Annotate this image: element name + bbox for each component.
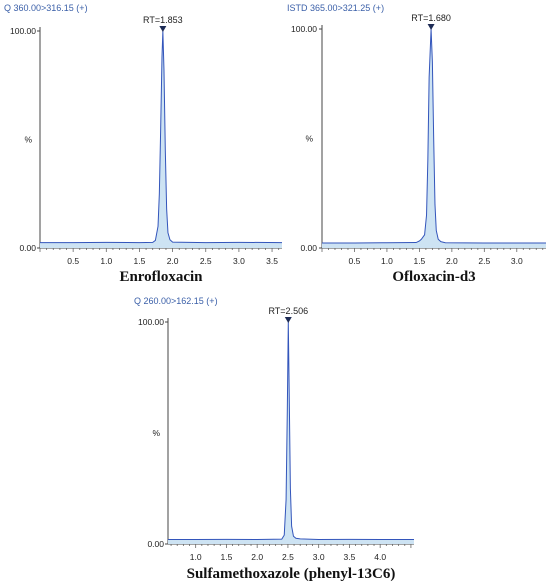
peak-apex-marker xyxy=(159,26,167,32)
peak-fill-area xyxy=(322,29,546,248)
chromatogram-panel-3: Q 260.00>162.15 (+) 100.00 0.00% 1.0 1.5 2.0 2… xyxy=(134,296,414,582)
x-tick-label: 2.0 xyxy=(446,256,458,266)
chromatogram-panel-1: Q 360.00>316.15 (+) 100.00 0.00% 0.5 1.0 1.5 2… xyxy=(4,3,283,285)
chromatogram-panel-2: ISTD 365.00>321.25 (+) 100.00 0.00% 0.5 1.0 1… xyxy=(287,3,546,285)
peak-fill-area xyxy=(40,31,282,248)
chromatogram-trace xyxy=(40,30,283,244)
y-tick-label: 0.00 xyxy=(300,243,317,253)
x-tick-label: 3.0 xyxy=(313,552,325,562)
x-tick-label: 1.5 xyxy=(134,256,146,266)
y-tick-label: 0.00 xyxy=(19,243,36,253)
x-tick-label: 3.0 xyxy=(233,256,245,266)
y-tick-label: 0.00 xyxy=(147,539,164,549)
y-tick-label: 100.00 xyxy=(138,317,164,327)
y-tick-label: 100.00 xyxy=(291,24,317,34)
x-tick-label: 1.0 xyxy=(381,256,393,266)
channel-header: Q 260.00>162.15 (+) xyxy=(134,296,218,306)
y-tick-label: 100.00 xyxy=(10,26,36,36)
x-tick-label: 2.0 xyxy=(167,256,179,266)
x-tick-label: 1.5 xyxy=(413,256,425,266)
y-axis-label: % xyxy=(152,428,160,438)
peak-apex-marker xyxy=(427,24,435,30)
x-tick-label: 1.0 xyxy=(190,552,202,562)
x-tick-label: 1.0 xyxy=(100,256,112,266)
compound-name: Sulfamethoxazole (phenyl-13C6) xyxy=(187,566,396,582)
x-tick-label: 3.0 xyxy=(511,256,523,266)
x-tick-label: 2.5 xyxy=(282,552,294,562)
chromatogram-trace xyxy=(322,28,546,244)
peak-rt-label: RT=1.853 xyxy=(143,15,183,25)
compound-name: Enrofloxacin xyxy=(119,269,203,285)
y-axis-label: % xyxy=(305,134,313,144)
x-tick-label: 2.5 xyxy=(478,256,490,266)
peak-rt-label: RT=2.506 xyxy=(268,306,308,316)
channel-header: ISTD 365.00>321.25 (+) xyxy=(287,3,384,13)
y-axis-label: % xyxy=(24,135,32,145)
x-tick-label: 3.5 xyxy=(344,552,356,562)
compound-name: Ofloxacin-d3 xyxy=(392,269,475,285)
x-tick-label: 2.5 xyxy=(200,256,212,266)
x-tick-label: 3.5 xyxy=(266,256,278,266)
x-tick-label: 4.0 xyxy=(374,552,386,562)
peak-apex-marker xyxy=(284,317,292,323)
x-tick-label: 2.0 xyxy=(251,552,263,562)
x-tick-label: 0.5 xyxy=(349,256,361,266)
x-tick-label: 0.5 xyxy=(67,256,79,266)
chromatogram-trace xyxy=(168,321,414,541)
channel-header: Q 360.00>316.15 (+) xyxy=(4,3,88,13)
x-tick-label: 1.5 xyxy=(221,552,233,562)
peak-rt-label: RT=1.680 xyxy=(411,13,451,23)
